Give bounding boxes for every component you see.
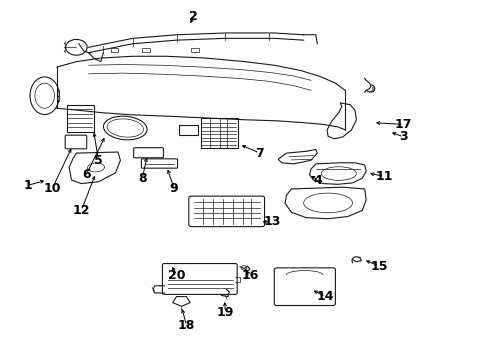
Text: 11: 11 bbox=[375, 170, 393, 183]
Text: 7: 7 bbox=[255, 147, 264, 159]
Bar bbox=[179, 125, 197, 135]
Text: 10: 10 bbox=[43, 183, 61, 195]
Text: 15: 15 bbox=[370, 260, 388, 273]
Text: 17: 17 bbox=[395, 118, 413, 131]
Text: 1: 1 bbox=[23, 179, 32, 192]
Bar bbox=[111, 48, 118, 52]
Text: 8: 8 bbox=[138, 172, 147, 185]
Text: 16: 16 bbox=[241, 269, 259, 282]
Text: 6: 6 bbox=[82, 168, 91, 181]
Bar bbox=[67, 105, 94, 132]
Text: 14: 14 bbox=[317, 290, 334, 303]
Text: 18: 18 bbox=[178, 319, 195, 332]
Text: 5: 5 bbox=[94, 154, 103, 167]
Text: 20: 20 bbox=[168, 269, 185, 282]
Text: 13: 13 bbox=[263, 215, 281, 228]
Bar bbox=[143, 48, 150, 52]
Text: 12: 12 bbox=[73, 204, 90, 217]
Bar bbox=[201, 118, 238, 148]
Bar bbox=[191, 48, 198, 52]
Text: 19: 19 bbox=[217, 306, 234, 319]
Text: 3: 3 bbox=[399, 130, 408, 144]
Text: 4: 4 bbox=[314, 174, 323, 186]
Text: 2: 2 bbox=[189, 10, 198, 23]
Text: 9: 9 bbox=[170, 183, 178, 195]
